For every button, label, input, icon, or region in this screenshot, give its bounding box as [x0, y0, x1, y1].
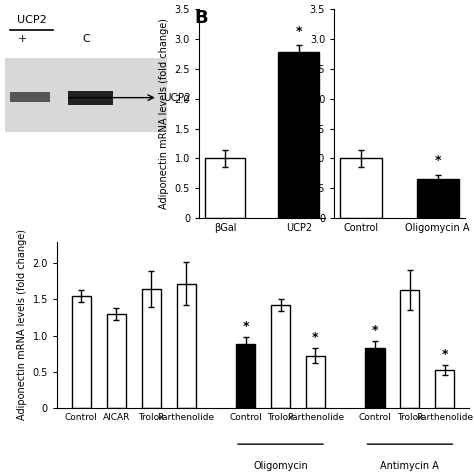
Text: B: B — [194, 9, 208, 27]
Bar — [365, 348, 384, 408]
Text: UCP2: UCP2 — [17, 15, 46, 25]
Bar — [417, 179, 458, 218]
Bar — [306, 356, 325, 408]
Text: *: * — [242, 319, 249, 333]
Bar — [236, 344, 255, 408]
Bar — [107, 314, 126, 408]
Bar — [400, 290, 419, 408]
Text: *: * — [442, 348, 448, 361]
Bar — [72, 296, 91, 408]
Text: *: * — [434, 155, 441, 167]
Bar — [177, 283, 196, 408]
Bar — [271, 305, 290, 408]
Text: *: * — [312, 331, 319, 344]
Y-axis label: Adiponectin mRNA levels (fold change): Adiponectin mRNA levels (fold change) — [159, 18, 169, 209]
Text: *: * — [295, 25, 302, 38]
Text: Antimycin A: Antimycin A — [381, 461, 439, 471]
Bar — [142, 289, 161, 408]
Bar — [278, 53, 319, 218]
Text: UCP2: UCP2 — [163, 92, 191, 103]
Text: *: * — [372, 324, 378, 337]
Bar — [435, 370, 455, 408]
Bar — [340, 158, 382, 218]
Text: C: C — [82, 34, 90, 44]
Bar — [5, 58, 167, 133]
Text: Oligomycin: Oligomycin — [253, 461, 308, 471]
Y-axis label: Adiponectin mRNA levels (fold change): Adiponectin mRNA levels (fold change) — [17, 229, 27, 420]
Text: +: + — [18, 34, 27, 44]
Bar — [10, 92, 50, 102]
Bar — [68, 91, 113, 105]
Bar — [205, 158, 246, 218]
